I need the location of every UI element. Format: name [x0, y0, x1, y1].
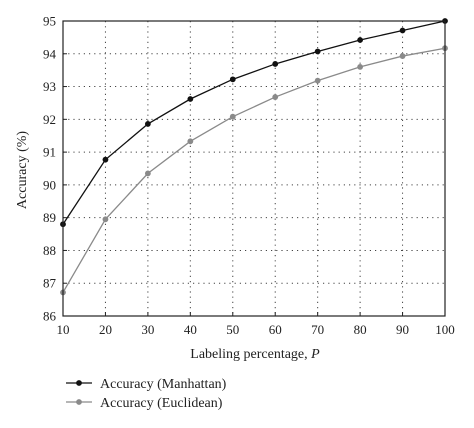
x-tick-label: 40 — [184, 322, 197, 337]
x-tick-label: 10 — [57, 322, 70, 337]
plot-area-frame — [62, 20, 446, 317]
y-tick-label: 93 — [43, 79, 56, 94]
y-axis-label: Accuracy (%) — [15, 131, 30, 209]
series-line — [62, 20, 446, 225]
x-tick-label: 70 — [311, 322, 324, 337]
y-tick-label: 88 — [43, 243, 56, 258]
series-line — [62, 47, 446, 293]
y-tick-label: 90 — [43, 177, 56, 192]
series-manhattan — [60, 18, 448, 228]
legend: Accuracy (Manhattan) Accuracy (Euclidean) — [66, 377, 227, 411]
x-tick-label: 80 — [354, 322, 367, 337]
y-tick-label: 86 — [43, 309, 57, 324]
y-tick-label: 87 — [43, 276, 57, 291]
x-tick-label: 60 — [269, 322, 282, 337]
data-point — [187, 96, 194, 102]
data-point — [272, 94, 279, 100]
y-tick-label: 92 — [43, 112, 56, 127]
y-tick-label: 95 — [43, 14, 56, 29]
data-point — [314, 48, 321, 55]
x-tick-label: 20 — [99, 322, 112, 337]
data-point — [357, 37, 364, 43]
data-point — [144, 121, 151, 127]
y-tick-label: 91 — [43, 145, 56, 160]
x-tick-label: 50 — [226, 322, 239, 337]
data-point — [314, 77, 321, 84]
x-tick-label: 100 — [435, 322, 455, 337]
data-point — [399, 53, 406, 59]
legend-marker — [76, 399, 82, 405]
data-point — [144, 170, 151, 177]
data-point — [357, 63, 364, 70]
y-tick-label: 94 — [43, 46, 57, 61]
data-point — [399, 27, 406, 34]
data-point — [187, 138, 194, 145]
x-axis-label: Labeling percentage, P — [190, 347, 320, 362]
data-point — [229, 113, 236, 120]
series-euclidean — [60, 45, 448, 296]
legend-label: Accuracy (Manhattan) — [100, 377, 227, 392]
data-point — [102, 156, 109, 163]
data-point — [272, 61, 279, 67]
y-axis-ticks: 86 87 88 89 90 91 92 93 94 95 — [43, 14, 67, 324]
grid-lines — [63, 21, 445, 316]
legend-marker — [76, 380, 82, 386]
x-axis-ticks: 10 20 30 40 50 60 70 80 90 100 — [57, 312, 455, 337]
x-tick-label: 90 — [396, 322, 409, 337]
data-point — [102, 216, 109, 223]
x-tick-label: 30 — [141, 322, 154, 337]
series-layer — [60, 18, 448, 296]
data-point — [229, 76, 236, 83]
legend-label: Accuracy (Euclidean) — [100, 396, 223, 411]
y-tick-label: 89 — [43, 210, 56, 225]
